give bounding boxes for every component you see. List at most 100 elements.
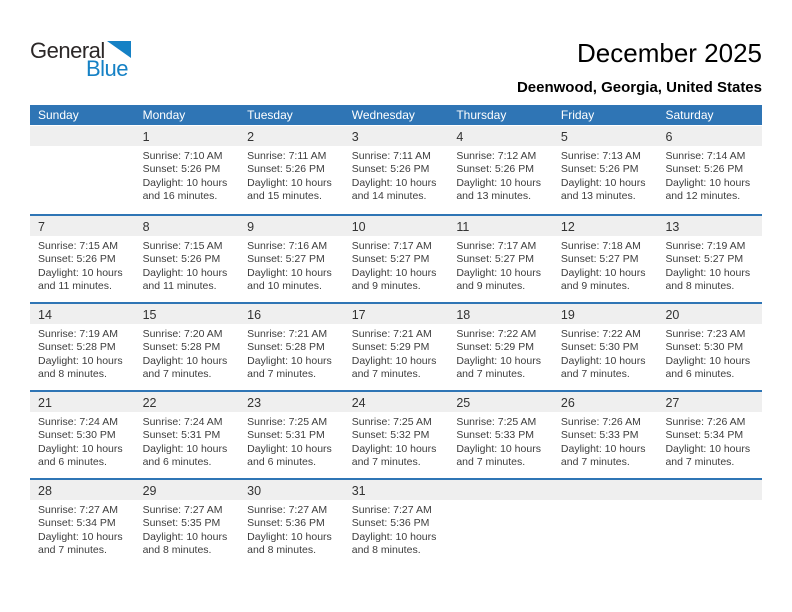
general-blue-logo: General Blue <box>30 40 140 81</box>
day-detail-line: Sunrise: 7:10 AM <box>142 150 223 162</box>
day-cell: 18 Sunrise: 7:22 AM Sunset: 5:29 PM Dayligh… <box>448 304 553 390</box>
day-detail-line: and 7 minutes. <box>142 368 212 381</box>
day-detail-line: Sunrise: 7:16 AM <box>247 240 328 252</box>
day-details: Sunrise: 7:17 AM Sunset: 5:27 PM Daylight:… <box>344 236 449 302</box>
day-detail-line: Daylight: 10 hours <box>456 354 541 367</box>
day-detail-line: Sunset: 5:28 PM <box>142 341 221 354</box>
day-cell: 21 Sunrise: 7:24 AM Sunset: 5:30 PM Dayligh… <box>30 392 135 478</box>
weekday-label-tuesday: Tuesday <box>247 108 293 122</box>
day-detail-line: and 10 minutes. <box>247 280 322 293</box>
day-details: Sunrise: 7:23 AM Sunset: 5:30 PM Daylight:… <box>657 324 762 390</box>
day-detail-line: Sunrise: 7:24 AM <box>142 416 223 428</box>
day-cell <box>657 480 763 566</box>
logo-text-blue: Blue <box>85 56 129 81</box>
day-detail-line: Sunset: 5:35 PM <box>142 517 221 530</box>
day-detail-line: Sunset: 5:36 PM <box>351 517 430 530</box>
day-details: Sunrise: 7:22 AM Sunset: 5:30 PM Daylight:… <box>553 324 658 390</box>
day-cell: 8 Sunrise: 7:15 AM Sunset: 5:26 PM Daylight… <box>134 216 240 302</box>
day-details: Sunrise: 7:11 AM Sunset: 5:26 PM Daylight:… <box>344 146 449 214</box>
week-row: 21 Sunrise: 7:24 AM Sunset: 5:30 PM Dayligh… <box>30 390 763 478</box>
day-number: 6 <box>657 126 763 146</box>
day-cell: 30 Sunrise: 7:27 AM Sunset: 5:36 PM Dayligh… <box>239 480 344 566</box>
day-detail-line: Daylight: 10 hours <box>456 176 541 189</box>
day-number: 24 <box>343 392 449 412</box>
day-detail-line: Sunset: 5:26 PM <box>142 253 221 266</box>
day-detail-line: Sunrise: 7:21 AM <box>351 328 432 340</box>
day-cell: 26 Sunrise: 7:26 AM Sunset: 5:33 PM Dayligh… <box>552 392 658 478</box>
day-detail-line: Sunrise: 7:11 AM <box>247 150 327 162</box>
day-detail-line: Daylight: 10 hours <box>142 442 228 455</box>
day-detail-line: Daylight: 10 hours <box>247 176 332 189</box>
day-cell: 23 Sunrise: 7:25 AM Sunset: 5:31 PM Dayligh… <box>239 392 344 478</box>
day-number: 28 <box>30 480 135 500</box>
day-detail-line: Daylight: 10 hours <box>456 266 541 279</box>
day-details: Sunrise: 7:27 AM Sunset: 5:36 PM Daylight:… <box>344 500 449 566</box>
day-number: 18 <box>448 304 553 324</box>
day-cell: 19 Sunrise: 7:22 AM Sunset: 5:30 PM Dayligh… <box>552 304 658 390</box>
day-details: Sunrise: 7:16 AM Sunset: 5:27 PM Daylight:… <box>239 236 344 302</box>
day-detail-line: and 8 minutes. <box>142 544 212 557</box>
day-detail-line: Sunset: 5:31 PM <box>142 429 221 442</box>
day-detail-line: Daylight: 10 hours <box>38 442 123 455</box>
day-cell: 2 Sunrise: 7:11 AM Sunset: 5:26 PM Daylight… <box>239 126 344 214</box>
day-detail-line: Sunrise: 7:15 AM <box>142 240 223 252</box>
day-cell: 9 Sunrise: 7:16 AM Sunset: 5:27 PM Daylight… <box>239 216 344 302</box>
day-details: Sunrise: 7:25 AM Sunset: 5:32 PM Daylight:… <box>344 412 449 478</box>
day-detail-line: Daylight: 10 hours <box>38 354 123 367</box>
day-detail-line: Sunrise: 7:11 AM <box>351 150 431 162</box>
day-number <box>657 480 763 500</box>
day-detail-line: Sunset: 5:27 PM <box>247 253 325 266</box>
day-detail-line: Sunset: 5:32 PM <box>351 429 430 442</box>
day-detail-line: Sunset: 5:26 PM <box>142 163 221 176</box>
day-detail-line: and 6 minutes. <box>665 368 735 381</box>
day-detail-line: Sunrise: 7:27 AM <box>351 504 432 516</box>
day-cell: 31 Sunrise: 7:27 AM Sunset: 5:36 PM Dayligh… <box>343 480 449 566</box>
weekday-label-wednesday: Wednesday <box>351 108 415 122</box>
day-number: 11 <box>448 216 553 236</box>
day-detail-line: and 6 minutes. <box>142 456 212 469</box>
day-details: Sunrise: 7:27 AM Sunset: 5:34 PM Daylight:… <box>30 500 135 566</box>
day-number: 4 <box>448 126 553 146</box>
day-detail-line: Sunset: 5:28 PM <box>38 341 116 354</box>
day-cell: 17 Sunrise: 7:21 AM Sunset: 5:29 PM Dayligh… <box>343 304 449 390</box>
day-number: 17 <box>343 304 449 324</box>
page-title: December 2025 <box>577 38 762 68</box>
day-detail-line: Daylight: 10 hours <box>560 442 646 455</box>
week-row: 7 Sunrise: 7:15 AM Sunset: 5:26 PM Daylight… <box>30 214 763 302</box>
day-cell: 22 Sunrise: 7:24 AM Sunset: 5:31 PM Dayligh… <box>134 392 240 478</box>
day-detail-line: and 11 minutes. <box>38 280 112 293</box>
day-number: 26 <box>552 392 658 412</box>
day-number: 30 <box>239 480 344 500</box>
day-details: Sunrise: 7:27 AM Sunset: 5:35 PM Daylight:… <box>135 500 240 566</box>
day-number <box>552 480 658 500</box>
day-detail-line: Sunrise: 7:17 AM <box>351 240 432 252</box>
day-detail-line: Sunset: 5:29 PM <box>456 341 534 354</box>
day-cell: 15 Sunrise: 7:20 AM Sunset: 5:28 PM Dayligh… <box>134 304 240 390</box>
day-detail-line: Sunrise: 7:23 AM <box>665 328 746 340</box>
day-cell: 12 Sunrise: 7:18 AM Sunset: 5:27 PM Dayligh… <box>552 216 658 302</box>
day-cell: 16 Sunrise: 7:21 AM Sunset: 5:28 PM Dayligh… <box>239 304 344 390</box>
day-detail-line: Sunrise: 7:26 AM <box>665 416 746 428</box>
day-cell: 3 Sunrise: 7:11 AM Sunset: 5:26 PM Daylight… <box>343 126 449 214</box>
day-detail-line: Daylight: 10 hours <box>351 530 437 543</box>
day-detail-line: Sunset: 5:26 PM <box>456 163 534 176</box>
day-detail-line: Sunset: 5:27 PM <box>456 253 534 266</box>
day-details: Sunrise: 7:27 AM Sunset: 5:36 PM Daylight:… <box>239 500 344 566</box>
day-number: 2 <box>239 126 344 146</box>
day-detail-line: and 7 minutes. <box>560 456 630 469</box>
day-detail-line: and 8 minutes. <box>665 280 735 293</box>
day-detail-line: Daylight: 10 hours <box>665 176 751 189</box>
day-detail-line: and 14 minutes. <box>351 190 427 203</box>
day-detail-line: Sunset: 5:27 PM <box>351 253 430 266</box>
day-detail-line: Sunset: 5:33 PM <box>456 429 534 442</box>
day-detail-line: Sunset: 5:30 PM <box>560 341 639 354</box>
day-details: Sunrise: 7:17 AM Sunset: 5:27 PM Daylight:… <box>448 236 553 302</box>
day-detail-line: Sunrise: 7:24 AM <box>38 416 118 428</box>
day-detail-line: and 6 minutes. <box>247 456 317 469</box>
day-detail-line: Daylight: 10 hours <box>142 266 228 279</box>
day-details: Sunrise: 7:15 AM Sunset: 5:26 PM Daylight:… <box>135 236 240 302</box>
day-detail-line: and 15 minutes. <box>247 190 322 203</box>
day-detail-line: Daylight: 10 hours <box>247 266 332 279</box>
day-cell: 11 Sunrise: 7:17 AM Sunset: 5:27 PM Dayligh… <box>448 216 553 302</box>
day-detail-line: and 16 minutes. <box>142 190 218 203</box>
